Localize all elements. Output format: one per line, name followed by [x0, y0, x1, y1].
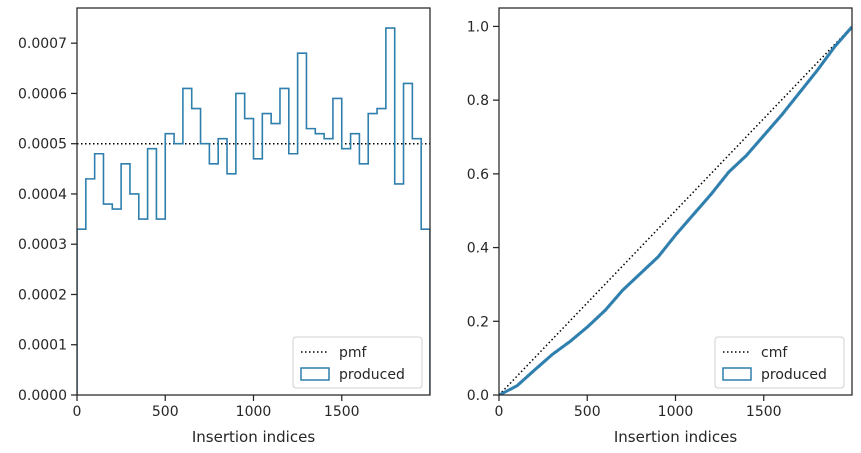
- x-axis-label: Insertion indices: [614, 428, 737, 446]
- x-tick-label: 500: [152, 404, 179, 420]
- y-tick-label: 0.0002: [18, 287, 67, 303]
- x-tick-label: 500: [574, 404, 601, 420]
- legend-box: [292, 336, 423, 389]
- x-tick-label: 1500: [324, 404, 360, 420]
- plot-area: [499, 25, 852, 395]
- legend: pmf produced: [292, 336, 423, 389]
- x-tick-label: 1000: [236, 404, 272, 420]
- cmf-cumulative-panel: 0 500 1000 1500 0.0 0.2 0.4 0.6 0.8 1.0 Insertion …: [467, 7, 853, 446]
- legend-label-produced: produced: [339, 367, 405, 383]
- y-tick-label: 0.0006: [18, 86, 67, 102]
- legend-label-cmf: cmf: [761, 345, 788, 361]
- y-tick-label: 0.4: [467, 241, 489, 257]
- pmf-histogram-panel: 0 500 1000 1500 0.0000 0.0001 0.0002 0.0003 0.00…: [18, 7, 431, 446]
- y-tick-label: 0.0007: [18, 36, 67, 52]
- x-tick-label: 1500: [746, 404, 782, 420]
- y-tick-label: 0.6: [467, 167, 489, 183]
- y-tick-label: 0.8: [467, 93, 489, 109]
- legend-label-pmf: pmf: [339, 345, 368, 361]
- legend: cmf produced: [714, 336, 845, 389]
- x-tick-label: 1000: [658, 404, 694, 420]
- y-tick-label: 0.0003: [18, 237, 67, 253]
- cmf-line: [499, 25, 852, 395]
- legend-swatch-produced: [300, 367, 330, 381]
- y-tick-label: 0.0004: [18, 187, 67, 203]
- legend-label-produced: produced: [761, 367, 827, 383]
- y-tick-label: 0.0005: [18, 137, 67, 153]
- legend-swatch-produced: [722, 367, 752, 381]
- produced-cumulative-line: [499, 26, 852, 395]
- y-tick-label: 1.0: [467, 19, 489, 35]
- x-axis-label: Insertion indices: [192, 428, 315, 446]
- y-tick-label: 0.0001: [18, 338, 67, 354]
- y-tick-label: 0.0: [467, 388, 489, 404]
- produced-step-histogram: [77, 27, 430, 395]
- x-tick-label: 0: [73, 404, 82, 420]
- x-tick-label: 0: [495, 404, 504, 420]
- plot-area: [77, 27, 430, 395]
- y-tick-label: 0.2: [467, 314, 489, 330]
- legend-box: [714, 336, 845, 389]
- y-tick-label: 0.0000: [18, 388, 67, 404]
